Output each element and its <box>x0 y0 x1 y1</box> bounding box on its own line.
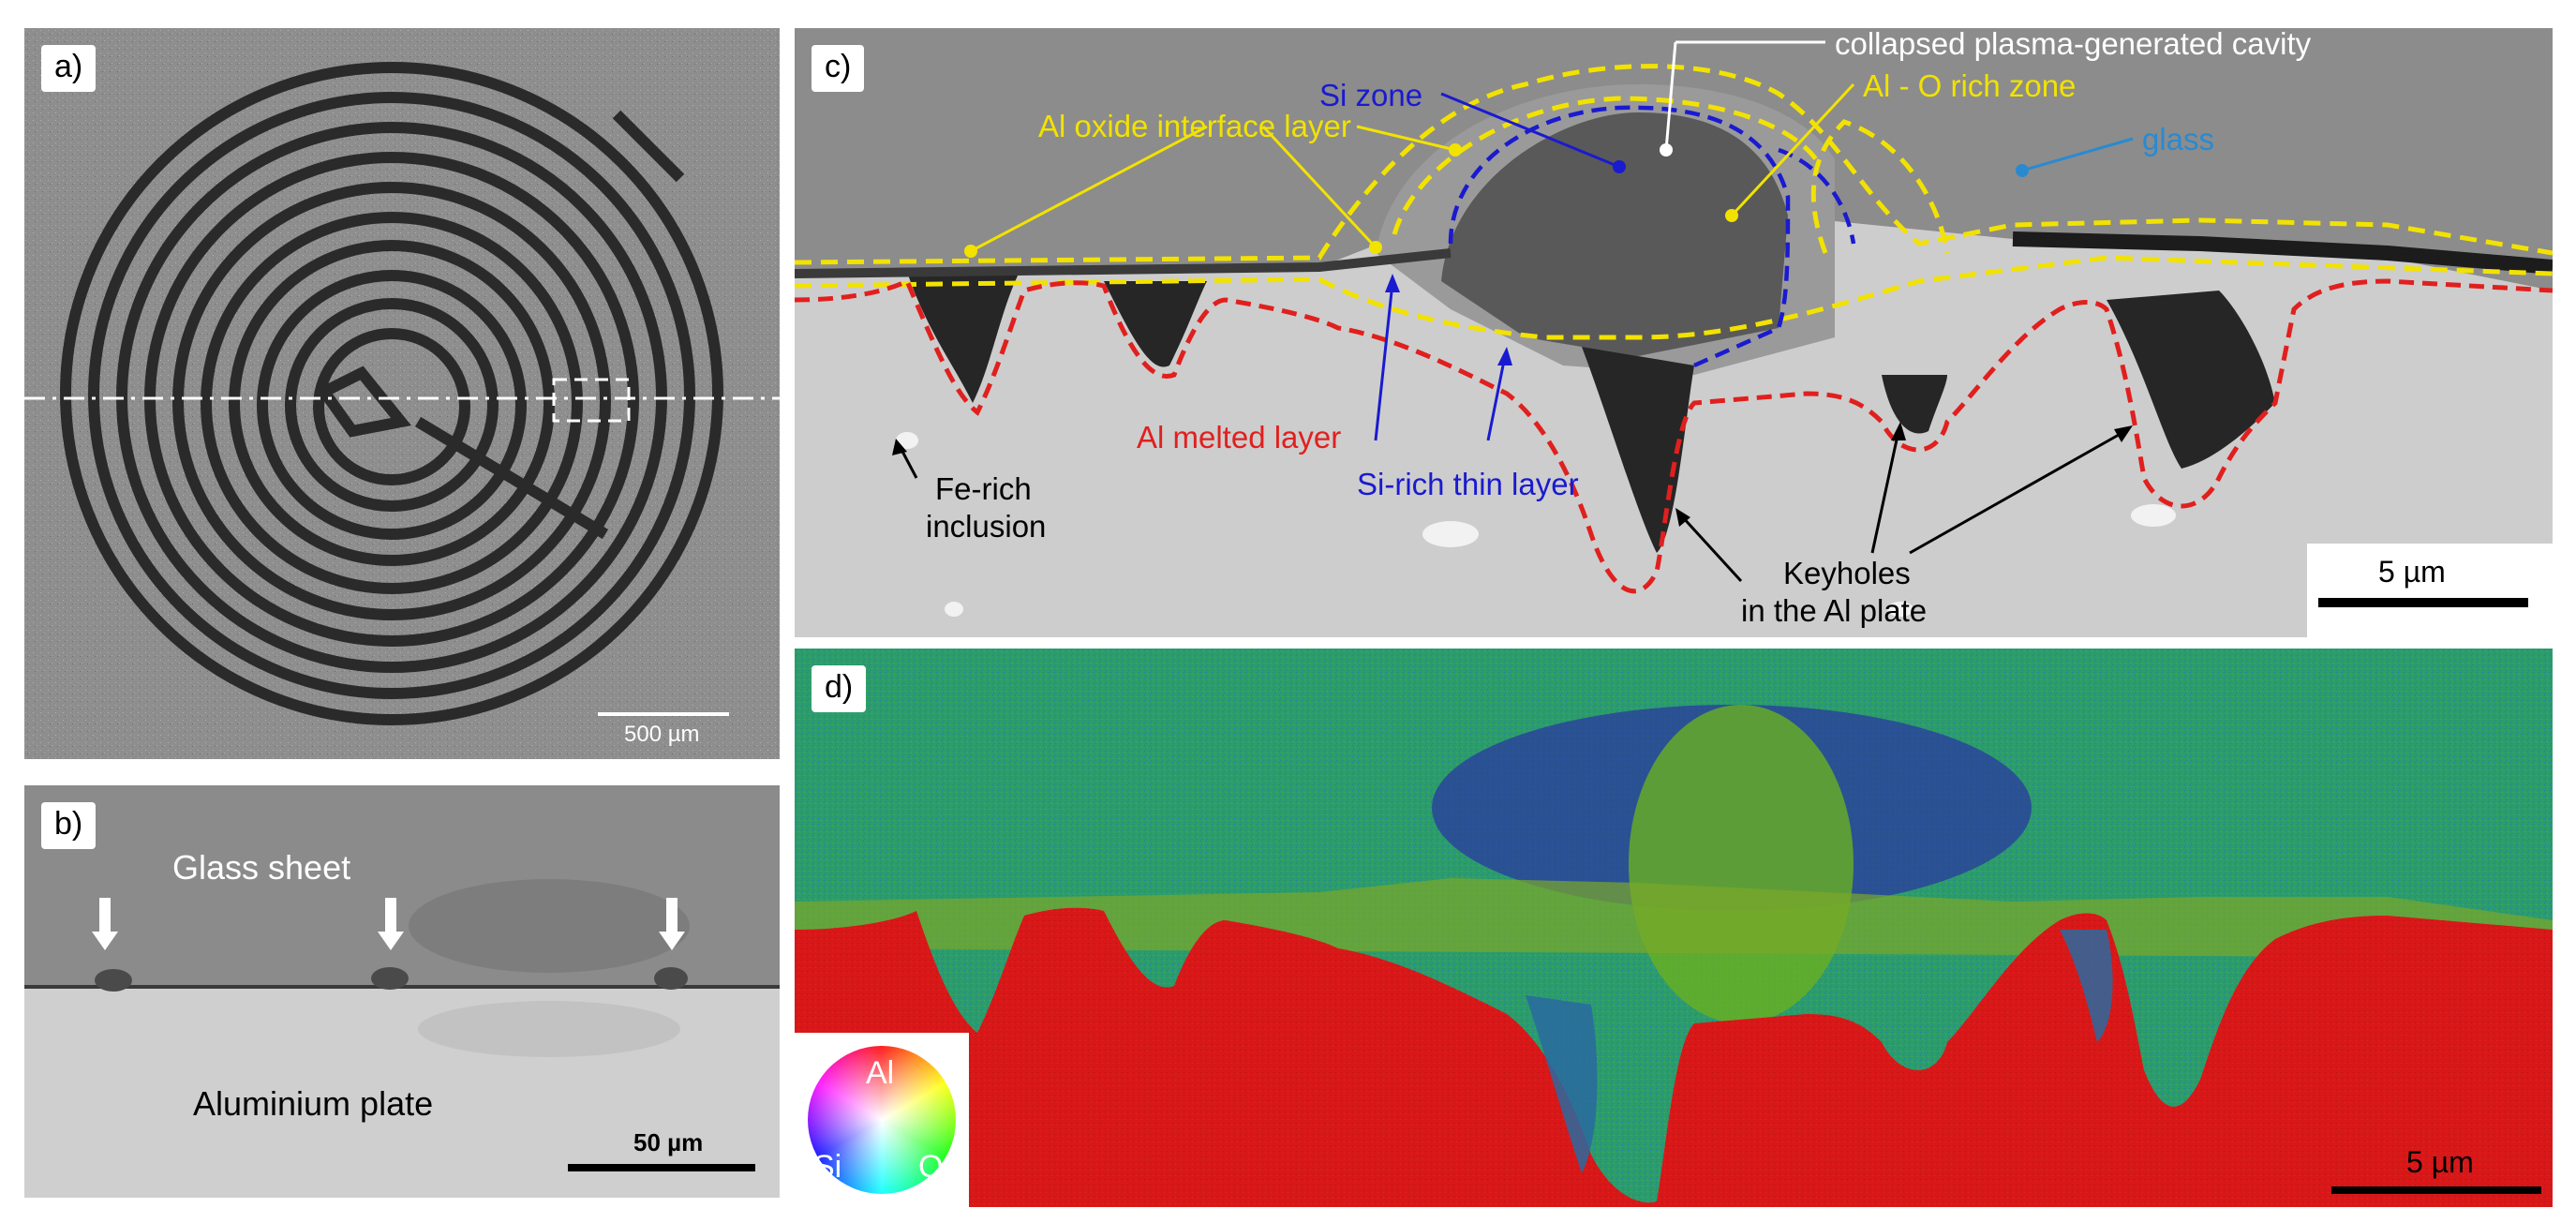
si-rich-thin-layer-label: Si-rich thin layer <box>1357 467 1579 501</box>
eds-element-map <box>795 649 2553 1207</box>
panel-c-scalebar <box>2318 598 2528 607</box>
panel-c-annotation-lines <box>892 40 2134 583</box>
panel-c: c) collapsed <box>795 28 2553 637</box>
panel-d-scalebar <box>2331 1186 2541 1194</box>
panel-b-label: b) <box>41 802 97 849</box>
panel-c-scale-label: 5 µm <box>2378 555 2446 589</box>
color-wheel <box>808 1046 956 1194</box>
keyholes-label-line1: Keyholes <box>1783 556 1911 590</box>
fe-rich-label-line1: Fe-rich <box>935 471 1032 506</box>
cavity-label: collapsed plasma-generated cavity <box>1835 28 2312 61</box>
glass-sheet-label: Glass sheet <box>172 848 351 887</box>
spiral-micrograph <box>24 28 780 759</box>
panel-a-label: a) <box>41 45 97 92</box>
wheel-label-o: O <box>918 1149 944 1185</box>
al-o-rich-zone-label: Al - O rich zone <box>1863 68 2077 103</box>
glass-label: glass <box>2142 122 2215 157</box>
keyholes-label-line2: in the Al plate <box>1741 593 1928 628</box>
wheel-label-si: Si <box>813 1149 842 1185</box>
panel-b-scalebar <box>568 1164 755 1171</box>
si-zone-label: Si zone <box>1319 78 1423 112</box>
panel-a: a) 500 µm <box>24 28 780 759</box>
panel-a-scalebar <box>598 712 729 716</box>
al-oxide-layer-label: Al oxide interface layer <box>1038 109 1351 143</box>
panel-b-scale-label: 50 µm <box>633 1128 704 1156</box>
panel-b: b) Glass sheet Aluminium plate 50 µm <box>24 785 780 1198</box>
wheel-label-al: Al <box>866 1055 895 1091</box>
panel-d-label: d) <box>812 665 867 712</box>
aluminium-plate-label: Aluminium plate <box>193 1084 434 1123</box>
color-wheel-legend: Al Si O <box>795 1033 969 1207</box>
panel-d: d) Al Si O 5 µm <box>795 649 2553 1207</box>
panel-c-scale-box <box>2307 544 2553 637</box>
fe-rich-label-line2: inclusion <box>926 509 1047 544</box>
sem-backscatter-image <box>795 28 2553 637</box>
panel-c-label: c) <box>812 45 865 92</box>
panel-d-scale-label: 5 µm <box>2406 1145 2474 1179</box>
panel-a-scale-label: 500 µm <box>624 722 700 747</box>
cross-section-micrograph <box>24 785 780 1198</box>
al-melted-layer-label: Al melted layer <box>1137 420 1342 455</box>
